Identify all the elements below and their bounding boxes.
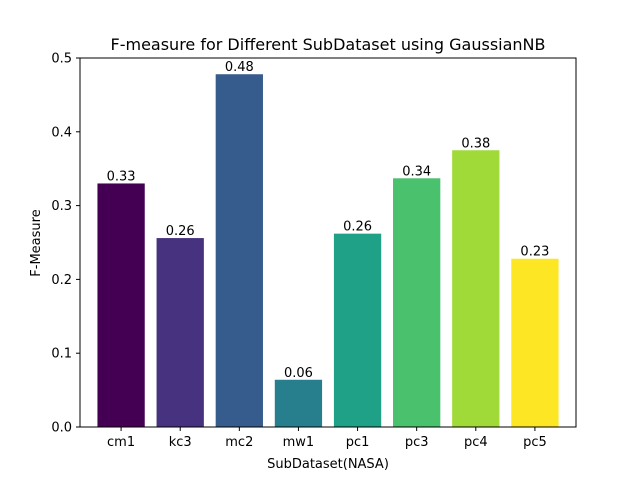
data-label-cm1: 0.33 xyxy=(107,169,136,184)
data-labels-group: 0.33 0.26 0.48 0.06 0.26 0.34 0.38 0.23 xyxy=(107,60,550,381)
data-label-mw1: 0.06 xyxy=(284,366,313,381)
y-tick-label-1: 0.1 xyxy=(51,347,72,362)
chart-title: F-measure for Different SubDataset using… xyxy=(111,35,546,54)
y-tick-label-3: 0.3 xyxy=(51,199,72,214)
y-tick-label-2: 0.2 xyxy=(51,273,72,288)
plot-frame xyxy=(79,57,577,428)
bar-mc2 xyxy=(215,74,263,428)
bar-kc3 xyxy=(156,238,204,427)
bar-mw1 xyxy=(274,379,323,427)
y-tick-label-5: 0.5 xyxy=(51,52,72,67)
x-axis-label: SubDataset(NASA) xyxy=(267,457,389,472)
x-tick-label-kc3: kc3 xyxy=(169,435,192,450)
data-label-mc2: 0.48 xyxy=(225,60,254,75)
x-tick-label-pc4: pc4 xyxy=(464,435,488,450)
y-tick-label-4: 0.4 xyxy=(51,125,72,140)
bars-group xyxy=(97,74,559,428)
x-tick-label-pc5: pc5 xyxy=(523,435,547,450)
y-axis-label: F-Measure xyxy=(29,209,44,276)
bar-cm1 xyxy=(97,183,145,427)
data-label-pc3: 0.34 xyxy=(402,164,431,179)
x-tick-label-pc3: pc3 xyxy=(405,435,429,450)
y-axis: 0.0 0.1 0.2 0.3 0.4 0.5 xyxy=(51,52,80,436)
data-label-pc1: 0.26 xyxy=(343,220,372,235)
bar-pc3 xyxy=(393,178,441,427)
x-tick-label-pc1: pc1 xyxy=(346,435,370,450)
data-label-pc5: 0.23 xyxy=(520,245,549,260)
x-tick-label-cm1: cm1 xyxy=(107,435,135,450)
bar-pc5 xyxy=(511,258,559,427)
x-axis: cm1 kc3 mc2 mw1 pc1 pc3 pc4 pc5 xyxy=(107,427,547,450)
x-tick-label-mw1: mw1 xyxy=(283,435,315,450)
data-label-kc3: 0.26 xyxy=(166,224,195,239)
y-tick-label-0: 0.0 xyxy=(51,421,72,436)
data-label-pc4: 0.38 xyxy=(461,136,490,151)
bar-pc1 xyxy=(333,233,382,427)
x-tick-label-mc2: mc2 xyxy=(225,435,253,450)
bar-pc4 xyxy=(452,150,500,427)
